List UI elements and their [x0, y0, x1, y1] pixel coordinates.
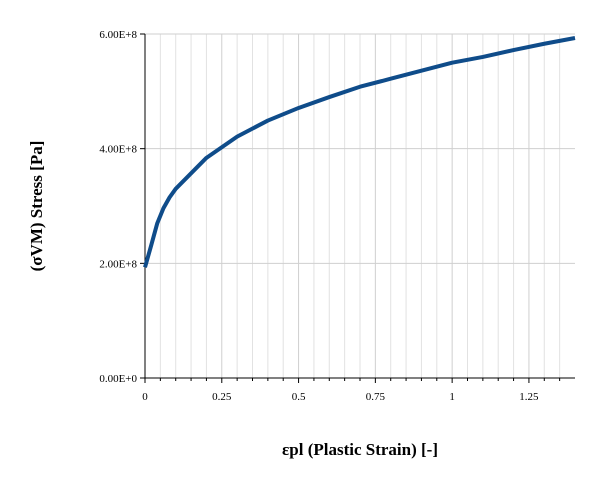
y-tick-label: 4.00E+8: [99, 144, 137, 156]
line: [143, 36, 576, 268]
x-axis-title: εpl (Plastic Strain) [-]: [282, 440, 438, 459]
x-tick-label: 0.25: [212, 391, 232, 403]
x-tick-label: 0.75: [366, 391, 386, 403]
y-tick-label: 0.00E+0: [99, 373, 137, 385]
x-tick-label: 0.5: [292, 391, 306, 403]
y-tick-label: 6.00E+8: [99, 29, 137, 41]
x-tick-label: 1: [449, 391, 455, 403]
x-tick-label: 0: [142, 391, 148, 403]
y-tick-label: 2.00E+8: [99, 258, 137, 270]
y-axis-title: (σVM) Stress [Pa]: [27, 141, 46, 272]
x-tick-label: 1.25: [519, 391, 539, 403]
